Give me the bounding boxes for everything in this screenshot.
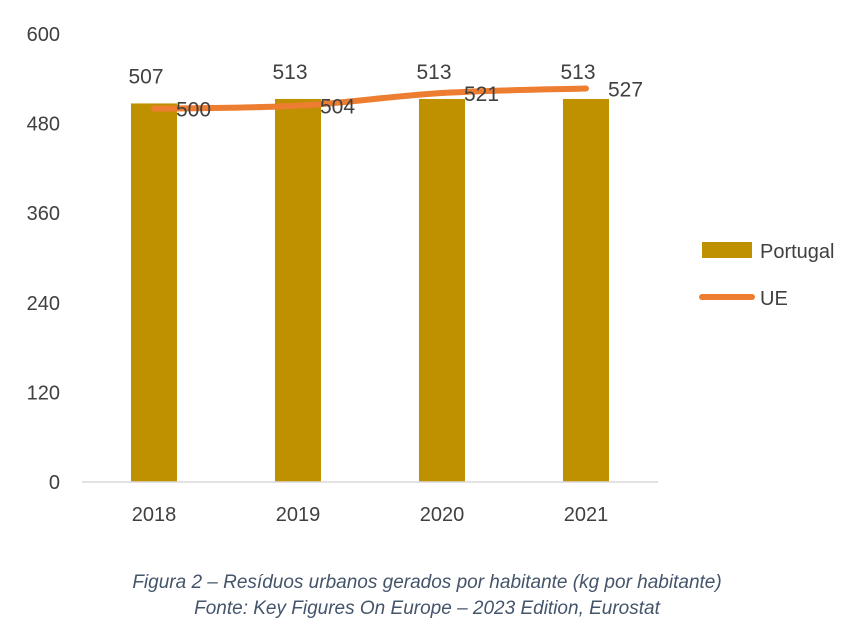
y-tick-label: 360: [27, 203, 60, 225]
line-value-label: 504: [320, 96, 355, 119]
bar-portugal-2019: [275, 98, 321, 483]
legend-label-portugal: Portugal: [760, 241, 835, 263]
line-value-label: 500: [176, 99, 211, 122]
point-ue-2021: [585, 88, 587, 90]
bar-portugal-2018: [131, 103, 177, 482]
line-value-label: 521: [464, 83, 499, 106]
legend-label-ue: UE: [760, 288, 788, 310]
x-tick-label: 2020: [420, 504, 465, 526]
y-tick-label: 120: [27, 382, 60, 404]
x-tick-label: 2021: [564, 504, 609, 526]
line-value-label: 527: [608, 79, 643, 102]
x-tick-label: 2019: [276, 504, 321, 526]
point-ue-2018: [153, 108, 155, 110]
y-axis: 0 120 240 360 480 600: [27, 24, 60, 494]
bar-value-label: 513: [560, 61, 595, 84]
line-ue: [151, 85, 589, 112]
legend: Portugal UE: [699, 241, 835, 310]
bar-value-label: 513: [272, 61, 307, 84]
y-tick-label: 600: [27, 24, 60, 46]
legend-swatch-portugal: [702, 242, 752, 258]
figure-caption: Figura 2 – Resíduos urbanos gerados por …: [132, 572, 722, 593]
y-tick-label: 0: [49, 472, 60, 494]
bar-labels: 507 513 513 513: [128, 61, 595, 88]
line-series: [151, 85, 589, 112]
x-axis: 2018 2019 2020 2021: [132, 504, 609, 526]
x-tick-label: 2018: [132, 504, 177, 526]
point-ue-2019: [297, 105, 299, 107]
bar-value-label: 513: [416, 61, 451, 84]
y-tick-label: 240: [27, 293, 60, 315]
bar-portugal-2020: [419, 98, 465, 483]
bar-value-label: 507: [128, 65, 163, 88]
point-ue-2020: [441, 92, 443, 94]
line-labels: 500 504 521 527: [176, 79, 643, 122]
bar-portugal-2021: [563, 98, 609, 483]
bars: [131, 98, 609, 483]
y-tick-label: 480: [27, 114, 60, 136]
figure-source: Fonte: Key Figures On Europe – 2023 Edit…: [194, 598, 660, 619]
chart: 0 120 240 360 480 600 2018 2019 2020 2021 507 513…: [27, 24, 835, 526]
